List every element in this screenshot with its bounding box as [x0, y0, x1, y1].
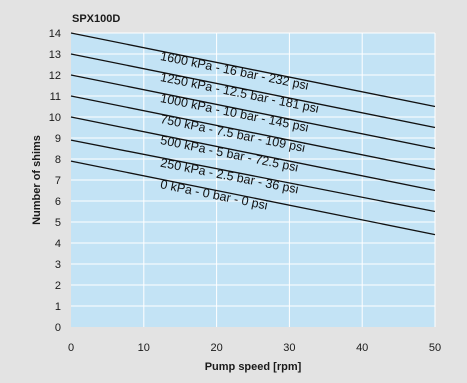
x-tick-label: 20	[210, 342, 222, 354]
series-line	[70, 116, 436, 192]
x-axis-title: Pump speed [rpm]	[205, 361, 302, 373]
x-tick-label: 40	[356, 342, 368, 354]
y-tick-label: 4	[55, 238, 61, 250]
y-axis-title: Number of shims	[31, 135, 43, 225]
series-line	[70, 95, 436, 171]
series-line	[70, 32, 436, 108]
y-tick-label: 11	[50, 91, 61, 103]
x-tick-label: 0	[68, 342, 74, 354]
x-tick-label: 10	[138, 342, 150, 354]
series-line	[70, 53, 436, 129]
y-tick-label: 10	[49, 112, 61, 124]
y-tick-label: 0	[55, 322, 61, 334]
y-tick-label: 12	[49, 70, 61, 82]
y-tick-label: 8	[55, 154, 61, 166]
grid	[71, 32, 436, 327]
series-line	[70, 160, 436, 236]
y-tick-label: 13	[49, 49, 61, 61]
series-line	[70, 139, 436, 213]
series-lines	[70, 32, 436, 236]
y-tick-label: 6	[55, 196, 61, 208]
y-tick-label: 1	[55, 301, 61, 313]
x-axis-ticks: 0 10 20 30 40 50	[68, 342, 441, 354]
y-tick-label: 14	[49, 28, 61, 40]
y-tick-label: 3	[55, 259, 61, 271]
y-tick-label: 5	[55, 217, 61, 229]
chart-title: SPX100D	[72, 13, 120, 25]
series-line	[70, 74, 436, 150]
y-tick-label: 7	[55, 175, 61, 187]
y-tick-label: 2	[55, 280, 61, 292]
x-tick-label: 50	[429, 342, 441, 354]
y-tick-label: 9	[55, 133, 61, 145]
x-tick-label: 30	[283, 342, 295, 354]
